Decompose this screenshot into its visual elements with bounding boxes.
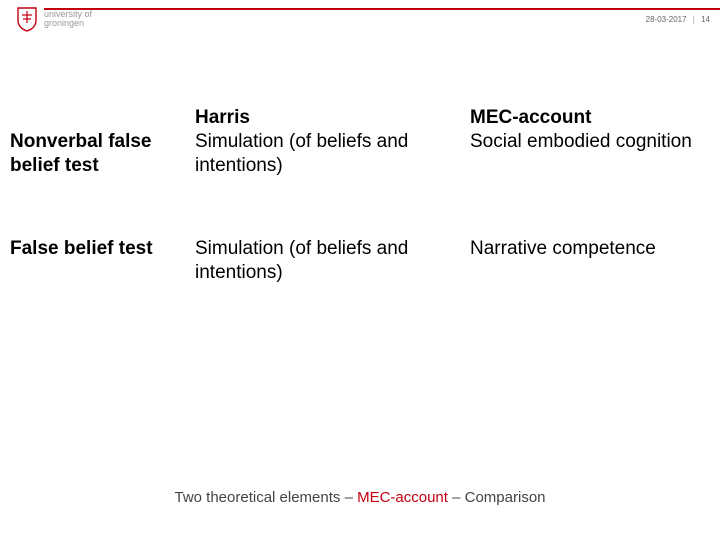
row-label-nonverbal: Nonverbal false belief test: [0, 130, 185, 238]
institution-line-2: groningen: [44, 18, 84, 28]
table-row: False belief test Simulation (of beliefs…: [0, 237, 720, 321]
slide-header: university of groningen 28-03-2017 | 14: [0, 0, 720, 46]
comparison-table: Harris MEC-account Nonverbal false belie…: [0, 106, 720, 321]
breadcrumb-part: – Comparison: [448, 489, 546, 506]
cell-nonverbal-harris: Simulation (of beliefs and intentions): [185, 130, 460, 238]
table-row: Nonverbal false belief test Simulation (…: [0, 130, 720, 238]
breadcrumb-part: Two theoretical elements –: [174, 489, 357, 506]
table-header-harris: Harris: [185, 106, 460, 130]
row-label-falsebelief: False belief test: [0, 237, 185, 321]
cell-nonverbal-mec: Social embodied cognition: [460, 130, 720, 238]
slide-body: Harris MEC-account Nonverbal false belie…: [0, 106, 720, 321]
cell-falsebelief-mec: Narrative competence: [460, 237, 720, 321]
breadcrumb-part-accent: MEC-account: [357, 489, 448, 506]
cell-falsebelief-harris: Simulation (of beliefs and intentions): [185, 237, 460, 321]
header-meta: 28-03-2017 | 14: [646, 15, 710, 24]
meta-separator: |: [689, 15, 699, 24]
table-header-mec: MEC-account: [460, 106, 720, 130]
slide-number: 14: [701, 15, 710, 24]
table-header-row: Harris MEC-account: [0, 106, 720, 130]
university-crest-icon: [16, 6, 38, 32]
header-rule: [44, 8, 720, 10]
breadcrumb: Two theoretical elements – MEC-account –…: [0, 489, 720, 506]
institution-name: university of groningen: [44, 10, 92, 29]
slide-date: 28-03-2017: [646, 15, 687, 24]
table-header-blank: [0, 106, 185, 130]
slide: university of groningen 28-03-2017 | 14 …: [0, 0, 720, 540]
